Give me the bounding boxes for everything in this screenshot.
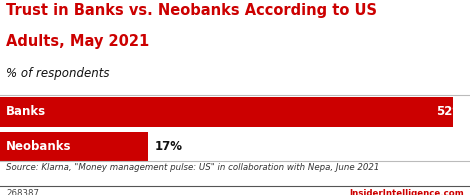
FancyBboxPatch shape: [0, 132, 148, 162]
Text: 268387: 268387: [6, 189, 39, 195]
Text: InsiderIntelligence.com: InsiderIntelligence.com: [349, 189, 464, 195]
FancyBboxPatch shape: [0, 97, 453, 127]
Text: 52%: 52%: [436, 105, 464, 118]
Text: 17%: 17%: [155, 140, 183, 153]
Text: Adults, May 2021: Adults, May 2021: [6, 34, 149, 49]
Text: Banks: Banks: [6, 105, 46, 118]
Text: % of respondents: % of respondents: [6, 67, 110, 80]
Text: Neobanks: Neobanks: [6, 140, 71, 153]
Text: Trust in Banks vs. Neobanks According to US: Trust in Banks vs. Neobanks According to…: [6, 3, 377, 18]
Text: Source: Klarna, "Money management pulse: US" in collaboration with Nepa, June 20: Source: Klarna, "Money management pulse:…: [6, 163, 379, 172]
